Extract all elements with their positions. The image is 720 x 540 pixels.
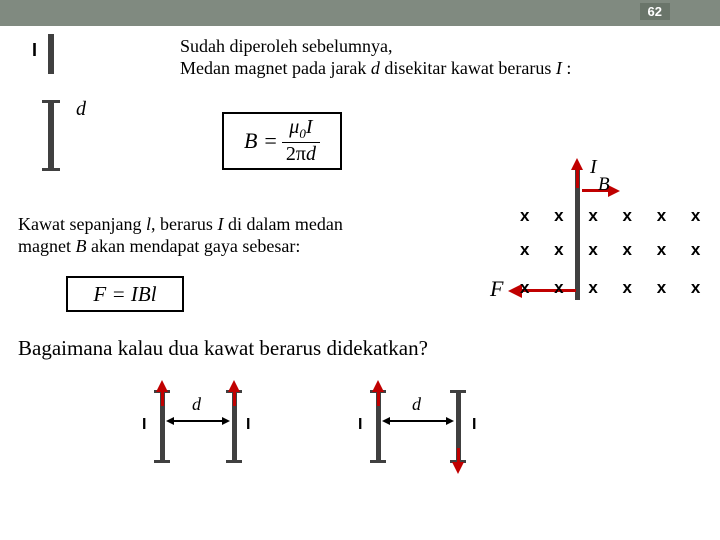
bl-arrow-2-stem bbox=[233, 390, 236, 406]
br-d-tip-l bbox=[382, 417, 390, 425]
x-row-2: x x x x x x bbox=[520, 240, 710, 260]
mid-line-1: Kawat sepanjang l, berarus I di dalam me… bbox=[18, 214, 343, 235]
d-wire bbox=[48, 102, 54, 170]
intro-line-1: Sudah diperoleh sebelumnya, bbox=[180, 36, 392, 57]
formula-B-lhs: B = bbox=[244, 128, 278, 154]
right-I-label: I bbox=[590, 156, 597, 179]
br-I-left: I bbox=[358, 416, 362, 434]
page-number-badge: 62 bbox=[640, 3, 670, 20]
formula-F-box: F = IBl bbox=[66, 276, 184, 312]
intro-colon: : bbox=[562, 58, 572, 78]
intro-2a: Medan magnet pada jarak bbox=[180, 58, 371, 78]
br-wire-2-cap-t bbox=[450, 390, 466, 393]
top-wire bbox=[48, 34, 54, 74]
formula-F-text: F = IBl bbox=[93, 282, 156, 307]
intro-d: d bbox=[371, 58, 380, 78]
d-wire-cap-top bbox=[42, 100, 60, 103]
br-d-tip-r bbox=[446, 417, 454, 425]
right-B-label: B bbox=[598, 174, 610, 196]
br-arrow-1-stem bbox=[377, 390, 380, 406]
intro-2b: disekitar kawat berarus bbox=[380, 58, 556, 78]
intro-line-2: Medan magnet pada jarak d disekitar kawa… bbox=[180, 58, 571, 79]
bl-wire-1-cap-b bbox=[154, 460, 170, 463]
br-d-line bbox=[388, 420, 448, 422]
bl-I-right: I bbox=[246, 416, 250, 434]
question-text: Bagaimana kalau dua kawat berarus dideka… bbox=[18, 336, 428, 361]
x-row-1: x x x x x x bbox=[520, 206, 710, 226]
br-arrow-2-stem bbox=[457, 448, 460, 464]
bl-I-left: I bbox=[142, 416, 146, 434]
x-row-3: x x x x x x bbox=[520, 278, 710, 298]
d-label: d bbox=[76, 98, 86, 121]
header-bar: 62 bbox=[0, 0, 720, 26]
bl-d-label: d bbox=[192, 394, 201, 415]
d-wire-cap-bot bbox=[42, 168, 60, 171]
bl-d-tip-r bbox=[222, 417, 230, 425]
bl-d-line bbox=[172, 420, 224, 422]
top-I-label: I bbox=[32, 40, 37, 61]
formula-B-frac: μ0I 2πd bbox=[282, 116, 320, 166]
right-F-label: F bbox=[490, 276, 503, 302]
right-I-arrow-stem bbox=[576, 168, 579, 188]
mid-line-2: magnet B akan mendapat gaya sebesar: bbox=[18, 236, 300, 257]
bl-wire-2-cap-b bbox=[226, 460, 242, 463]
br-wire-1-cap-b bbox=[370, 460, 386, 463]
br-d-label: d bbox=[412, 394, 421, 415]
bl-d-tip-l bbox=[166, 417, 174, 425]
bl-arrow-1-stem bbox=[161, 390, 164, 406]
br-I-right: I bbox=[472, 416, 476, 434]
formula-B-box: B = μ0I 2πd bbox=[222, 112, 342, 170]
